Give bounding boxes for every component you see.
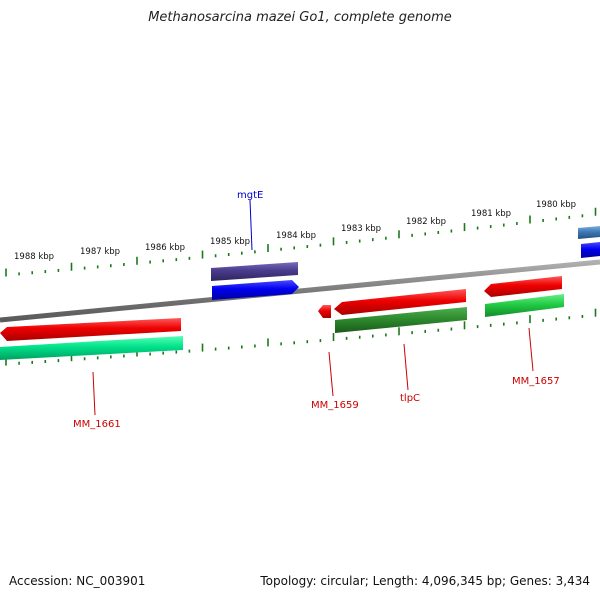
gene-steelblue-right[interactable] xyxy=(578,226,600,239)
leader-mm1659 xyxy=(328,351,334,397)
gene-label-mm1659[interactable]: MM_1659 xyxy=(311,400,359,411)
cds-reverse-tlpC[interactable] xyxy=(334,289,466,315)
accession-text: Accession: NC_003901 xyxy=(9,574,146,588)
gene-green-mm1657[interactable] xyxy=(485,294,564,317)
gene-label-mgtE[interactable]: mgtE xyxy=(237,190,263,201)
gene-darkgreen-tlpC[interactable] xyxy=(335,307,467,333)
scale-ticks-bottom xyxy=(5,308,597,366)
scale-label: 1988 kbp xyxy=(14,252,54,262)
leader-mgtE xyxy=(249,199,253,251)
forward-features xyxy=(211,226,600,300)
gene-label-mm1657[interactable]: MM_1657 xyxy=(512,376,560,387)
scale-ticks-top xyxy=(5,207,597,277)
reverse-features xyxy=(0,276,564,360)
cds-reverse-mm1657[interactable] xyxy=(484,276,562,297)
scale-label: 1982 kbp xyxy=(406,217,446,227)
scale-label: 1980 kbp xyxy=(536,200,576,210)
label-leaders xyxy=(92,199,534,416)
genome-backbone xyxy=(0,259,600,323)
gene-label-mm1661[interactable]: MM_1661 xyxy=(73,419,121,430)
cds-reverse-mm1659[interactable] xyxy=(318,305,331,318)
genome-summary-text: Topology: circular; Length: 4,096,345 bp… xyxy=(260,574,590,588)
scale-label: 1984 kbp xyxy=(276,231,316,241)
leader-tlpC xyxy=(403,343,409,391)
cds-reverse-mm1661[interactable] xyxy=(0,318,181,341)
scale-label: 1987 kbp xyxy=(80,247,120,257)
scale-label: 1985 kbp xyxy=(210,237,250,247)
map-title: Methanosarcina mazei Go1, complete genom… xyxy=(148,10,452,25)
scale-label: 1981 kbp xyxy=(471,209,511,219)
gene-label-tlpC[interactable]: tlpC xyxy=(400,393,420,404)
leader-mm1661 xyxy=(92,371,96,416)
scale-label: 1986 kbp xyxy=(145,243,185,253)
scale-label: 1983 kbp xyxy=(341,224,381,234)
gene-purple-mgtE[interactable] xyxy=(211,262,298,281)
leader-mm1657 xyxy=(528,327,534,372)
gene-labels: mgtE MM_1661 MM_1659 tlpC MM_1657 xyxy=(73,190,560,430)
cds-forward-mgtE[interactable] xyxy=(212,280,299,300)
scale-labels: 1988 kbp 1987 kbp 1986 kbp 1985 kbp 1984… xyxy=(14,200,576,262)
cds-forward-right[interactable] xyxy=(581,242,600,258)
gene-teal-mm1661[interactable] xyxy=(0,336,183,360)
